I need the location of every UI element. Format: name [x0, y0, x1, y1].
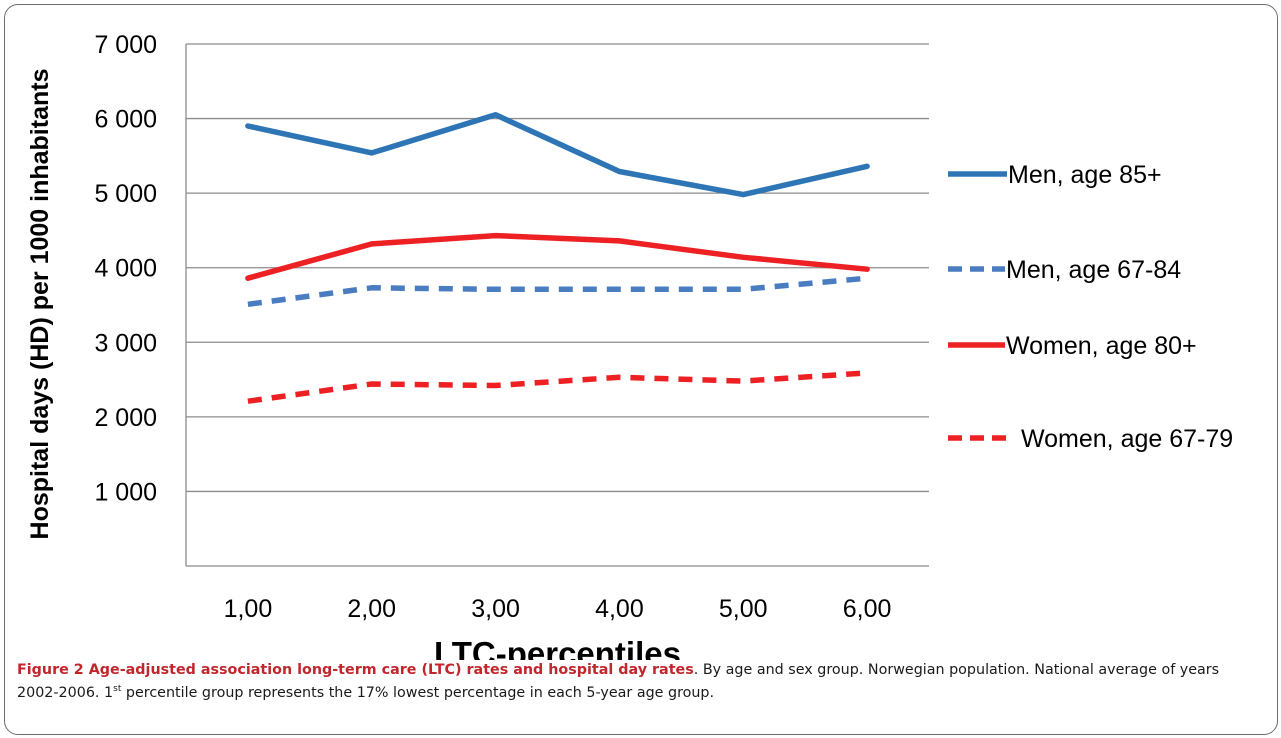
- y-tick-label: 7 000: [94, 31, 157, 59]
- y-tick-label: 1 000: [94, 478, 157, 506]
- y-tick-label: 3 000: [94, 329, 157, 357]
- series-lines: [245, 112, 870, 404]
- line-chart: 1 000 2 000 3 000 4 000 5 000 6 000 7 000 1,00…: [26, 31, 1233, 660]
- y-tick-label: 6 000: [94, 106, 157, 134]
- y-tick-label: 4 000: [94, 255, 157, 283]
- caption-text-part1: . By age and sex group. Norwegian popula…: [17, 662, 1220, 701]
- x-tick-label: 4,00: [595, 595, 644, 623]
- y-axis-title: Hospital days (HD) per 1000 inhabitants: [26, 69, 54, 540]
- gridlines: [186, 43, 929, 493]
- caption-figure-label: Figure 2 Age-adjusted association long-t…: [17, 662, 694, 678]
- legend: Men, age 85+ Men, age 67-84 Women, age 80+…: [948, 161, 1233, 453]
- x-tick-label: 5,00: [719, 595, 768, 623]
- legend-label: Women, age 80+: [1006, 332, 1197, 360]
- x-tick-label: 3,00: [471, 595, 520, 623]
- figure-caption: Figure 2 Age-adjusted association long-t…: [17, 659, 1262, 705]
- legend-label: Men, age 85+: [1008, 161, 1162, 189]
- y-tick-label: 5 000: [94, 180, 157, 208]
- series-line: [247, 370, 868, 404]
- caption-text-part2: percentile group represents the 17% lowe…: [121, 685, 715, 701]
- x-axis-title: LTC-percentiles: [434, 635, 681, 660]
- x-tick-label: 6,00: [843, 595, 892, 623]
- y-tick-labels: 1 000 2 000 3 000 4 000 5 000 6 000 7 000: [94, 31, 157, 506]
- legend-label: Women, age 67-79: [1021, 425, 1233, 453]
- caption-superscript: st: [113, 684, 122, 695]
- series-line: [245, 112, 870, 198]
- x-tick-label: 1,00: [224, 595, 273, 623]
- series-line: [245, 232, 870, 281]
- legend-label: Men, age 67-84: [1006, 256, 1181, 284]
- figure-frame: [4, 4, 1278, 735]
- x-tick-labels: 1,00 2,00 3,00 4,00 5,00 6,00: [224, 595, 892, 623]
- series-line: [247, 275, 868, 308]
- x-tick-label: 2,00: [347, 595, 396, 623]
- y-tick-label: 2 000: [94, 404, 157, 432]
